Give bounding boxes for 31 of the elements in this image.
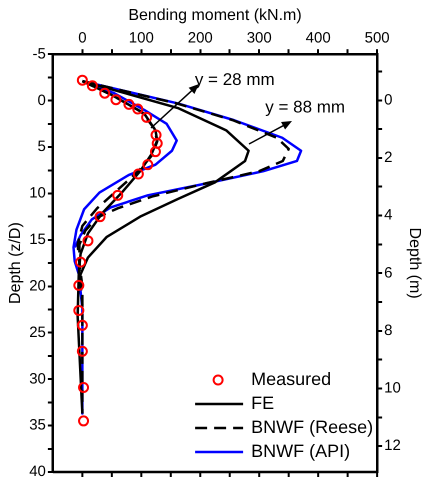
y-tick-label: 5 — [38, 138, 46, 156]
x-tick-label: 400 — [306, 29, 331, 46]
x-tick-label: 0 — [78, 29, 87, 46]
y2-tick-label: 4 — [384, 206, 392, 224]
legend-label: BNWF (API) — [251, 440, 350, 461]
y2-axis-title: Depth (m) — [406, 228, 423, 299]
y2-tick-label: 0 — [384, 91, 392, 108]
y2-tick-label: 12 — [384, 437, 401, 454]
y2-tick-label: 10 — [384, 380, 401, 397]
y-tick-label: 20 — [29, 277, 46, 294]
x-tick-label: 500 — [364, 29, 390, 46]
y-tick-label: 10 — [29, 184, 46, 202]
y2-tick-label: 6 — [384, 264, 392, 282]
legend-label: Measured — [251, 368, 332, 389]
y-tick-label: -5 — [32, 45, 46, 62]
annotation: y = 88 mm — [265, 98, 346, 117]
x-tick-label: 200 — [188, 29, 213, 46]
y-tick-label: 15 — [29, 231, 46, 248]
legend-label: BNWF (Reese) — [251, 416, 374, 437]
y-tick-label: 40 — [29, 463, 46, 480]
y-tick-label: 35 — [29, 416, 46, 434]
y-tick-label: 30 — [29, 370, 46, 388]
y-axis-title: Depth (z/D) — [7, 222, 24, 304]
x-tick-label: 100 — [128, 29, 154, 46]
x-axis-title: Bending moment (kN.m) — [128, 7, 302, 24]
y-tick-label: 25 — [29, 324, 46, 341]
y2-tick-label: 8 — [384, 322, 392, 339]
y2-tick-label: 2 — [384, 149, 392, 166]
x-tick-label: 300 — [246, 29, 272, 46]
y-tick-label: 0 — [38, 92, 46, 109]
legend-label: FE — [251, 392, 274, 413]
